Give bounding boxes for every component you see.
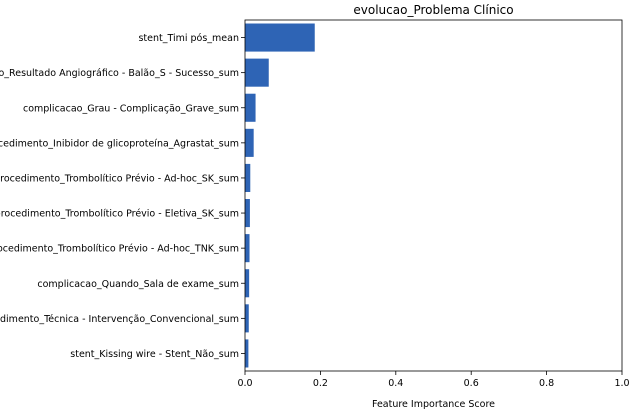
y-tick-label: complicacao_Quando_Sala de exame_sum	[37, 279, 239, 290]
bar	[245, 163, 251, 192]
bar	[245, 199, 250, 228]
y-tick-label: stent_Kissing wire - Stent_Não_sum	[70, 349, 239, 360]
y-tick-label: procedimento_Técnica - Intervenção_Conve…	[0, 314, 239, 325]
y-tick-label: procedimento_Inibidor de glicoproteína_A…	[0, 138, 239, 149]
plot-frame	[244, 19, 623, 372]
y-tick-label: complicacao_Grau - Complicação_Grave_sum	[23, 103, 239, 114]
x-tick-label: 0.2	[313, 378, 328, 389]
bar	[245, 234, 250, 263]
x-axis-label: Feature Importance Score	[372, 399, 495, 410]
bar	[245, 128, 254, 157]
chart-title: evolucao_Problema Clínico	[353, 3, 513, 17]
x-tick-label: 0.0	[237, 378, 252, 389]
x-tick-label: 0.8	[539, 378, 554, 389]
bar	[245, 269, 250, 298]
y-tick-label: balao_Resultado Angiográfico - Balão_S -…	[0, 68, 239, 79]
y-tick-label: procedimento_Trombolítico Prévio - Ad-ho…	[0, 173, 239, 184]
y-tick-label: procedimento_Trombolítico Prévio - Eleti…	[0, 209, 239, 220]
bar	[245, 339, 249, 368]
bar	[245, 23, 315, 52]
x-tick-label: 1.0	[614, 378, 629, 389]
y-tick-label: stent_Timi pós_mean	[138, 33, 239, 44]
x-tick-label: 0.6	[464, 378, 479, 389]
bar	[245, 58, 269, 87]
bar	[245, 304, 249, 333]
x-tick-label: 0.4	[388, 378, 403, 389]
y-tick-label: procedimento_Trombolítico Prévio - Ad-ho…	[0, 244, 239, 255]
bar	[245, 93, 256, 122]
